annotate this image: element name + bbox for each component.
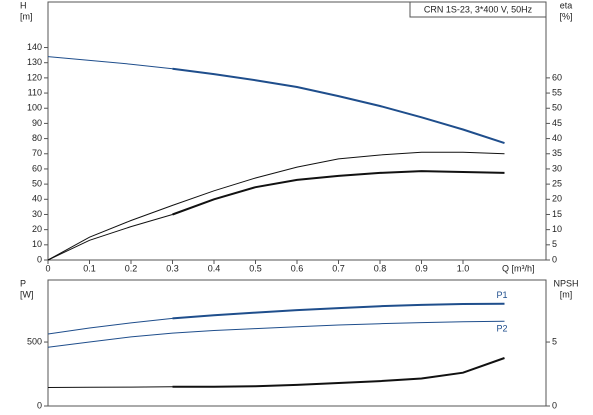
y-tick-label: 0	[37, 400, 42, 410]
x-tick-label: 0.7	[332, 263, 345, 273]
y-tick-label: 30	[32, 209, 42, 219]
y2-axis-label: eta	[560, 0, 573, 10]
curve	[47, 214, 173, 261]
y-tick-label: 60	[32, 163, 42, 173]
y2-tick-label: 0	[552, 254, 557, 264]
y-axis-label: P	[20, 278, 26, 288]
y-axis-label: [m]	[20, 11, 33, 21]
y2-tick-label: 20	[552, 194, 562, 204]
y2-tick-label: 60	[552, 72, 562, 82]
y2-tick-label: 50	[552, 103, 562, 113]
y2-tick-label: 55	[552, 87, 562, 97]
x-tick-label: 0.5	[249, 263, 262, 273]
x-tick-label: 0.8	[374, 263, 387, 273]
y-tick-label: 500	[27, 336, 42, 346]
y-tick-label: 0	[37, 254, 42, 264]
y-tick-label: 100	[27, 103, 42, 113]
x-tick-label: 0.1	[83, 263, 96, 273]
y-tick-label: 90	[32, 118, 42, 128]
x-tick-label: 0.3	[166, 263, 179, 273]
y-tick-label: 120	[27, 72, 42, 82]
curve	[172, 302, 505, 320]
y-tick-label: 130	[27, 57, 42, 67]
y-axis-label: [W]	[20, 289, 34, 299]
series-label: P1	[497, 290, 508, 300]
y-tick-label: 20	[32, 224, 42, 234]
curve	[47, 386, 173, 388]
y2-tick-label: 45	[552, 118, 562, 128]
chart-title: CRN 1S-23, 3*400 V, 50Hz	[424, 4, 533, 14]
x-axis-label: Q [m³/h]	[502, 263, 535, 273]
y-tick-label: 40	[32, 194, 42, 204]
plot-frame	[47, 1, 547, 261]
x-tick-label: 0	[45, 263, 50, 273]
x-tick-label: 0.2	[125, 263, 138, 273]
y2-tick-label: 10	[552, 224, 562, 234]
curve	[172, 357, 505, 388]
y-tick-label: 110	[28, 87, 42, 97]
curve	[172, 67, 505, 145]
x-tick-label: 1.0	[457, 263, 470, 273]
plot-frame	[47, 279, 547, 407]
y2-tick-label: 40	[552, 133, 562, 143]
title-box	[409, 1, 547, 18]
series-label: P2	[497, 324, 508, 334]
y2-tick-label: 5	[552, 239, 557, 249]
y-tick-label: 70	[32, 148, 42, 158]
y2-axis-label: [%]	[559, 11, 572, 21]
y2-tick-label: 25	[552, 178, 562, 188]
y-tick-label: 80	[32, 133, 42, 143]
curve	[47, 56, 173, 70]
y2-axis-label: NPSH	[553, 278, 578, 288]
curve	[47, 151, 505, 261]
x-tick-label: 0.9	[415, 263, 428, 273]
x-tick-label: 0.4	[208, 263, 221, 273]
y2-tick-label: 35	[552, 148, 562, 158]
curve	[172, 170, 505, 216]
y-axis-label: H	[20, 0, 27, 10]
y-tick-label: 10	[32, 239, 42, 249]
x-tick-label: 0.6	[291, 263, 304, 273]
curve	[47, 317, 173, 335]
curve	[47, 320, 505, 348]
y2-axis-label: [m]	[560, 289, 573, 299]
y-tick-label: 50	[32, 178, 42, 188]
y2-tick-label: 15	[552, 209, 562, 219]
y2-tick-label: 30	[552, 163, 562, 173]
y-tick-label: 140	[27, 42, 42, 52]
y2-tick-label: 0	[552, 400, 557, 410]
y2-tick-label: 5	[552, 336, 557, 346]
